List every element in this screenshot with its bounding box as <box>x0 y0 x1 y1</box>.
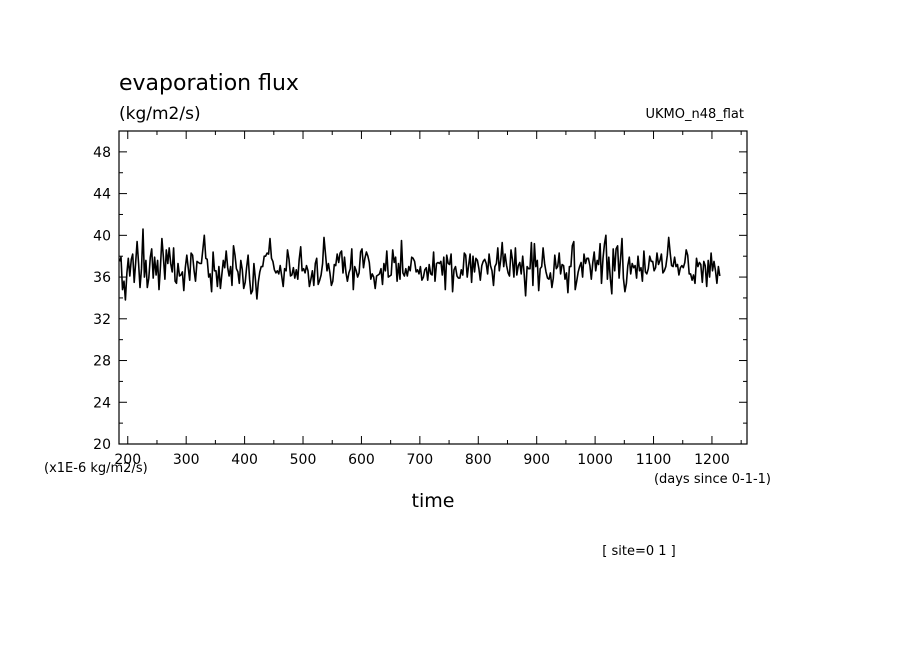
x-axis-label: time <box>412 490 455 512</box>
site-label: [ site=0 1 ] <box>602 544 675 559</box>
y-units: (x1E-6 kg/m2/s) <box>44 461 148 476</box>
x-tick-label: 1200 <box>694 452 730 468</box>
y-tick-label: 24 <box>93 395 111 411</box>
x-tick-label: 200 <box>114 452 141 468</box>
x-tick-label: 900 <box>523 452 550 468</box>
chart-title: evaporation flux <box>119 71 299 96</box>
y-tick-label: 28 <box>93 354 111 370</box>
x-tick-label: 600 <box>348 452 375 468</box>
x-tick-label: 400 <box>231 452 258 468</box>
x-tick-label: 700 <box>406 452 433 468</box>
y-tick-label: 48 <box>93 145 111 161</box>
x-tick-label: 300 <box>173 452 200 468</box>
series-line <box>118 228 721 301</box>
y-tick-label: 20 <box>93 437 111 453</box>
x-units: (days since 0-1-1) <box>654 472 771 487</box>
title-units: (kg/m2/s) <box>119 104 201 124</box>
x-tick-label: 1100 <box>636 452 672 468</box>
y-tick-label: 32 <box>93 312 111 328</box>
y-axis: 20 24 28 32 36 40 44 48 <box>93 130 747 453</box>
x-axis: 200 300 400 500 600 700 800 900 1000 1100 1200 <box>114 131 742 468</box>
x-tick-label: 1000 <box>577 452 613 468</box>
x-tick-label: 500 <box>290 452 317 468</box>
x-tick-label: 800 <box>465 452 492 468</box>
y-tick-label: 44 <box>93 187 111 203</box>
plot-frame <box>118 130 748 445</box>
model-label: UKMO_n48_flat <box>645 107 744 122</box>
y-tick-label: 40 <box>93 228 111 244</box>
y-tick-label: 36 <box>93 270 111 286</box>
